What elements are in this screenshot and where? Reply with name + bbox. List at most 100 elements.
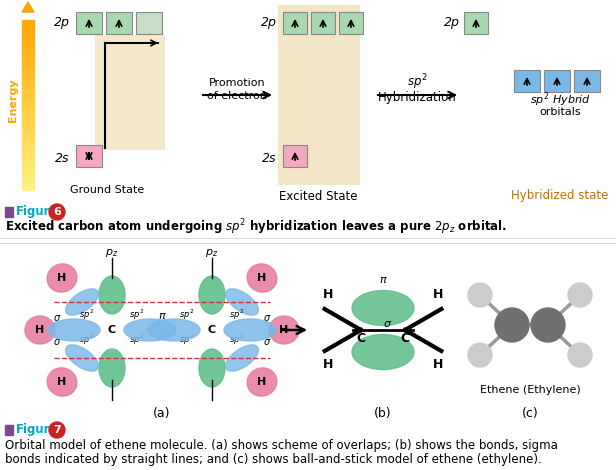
Circle shape [495, 308, 529, 342]
Text: Ethene (Ethylene): Ethene (Ethylene) [480, 385, 580, 395]
Text: C: C [208, 325, 216, 335]
Text: $sp^2$: $sp^2$ [179, 308, 195, 322]
Ellipse shape [47, 368, 77, 396]
Text: H: H [57, 377, 67, 387]
Text: Figure: Figure [16, 205, 59, 219]
Text: (c): (c) [522, 407, 538, 420]
Text: 2$s$: 2$s$ [261, 151, 277, 164]
Ellipse shape [199, 349, 225, 387]
Text: H: H [35, 325, 44, 335]
Text: 2$p$: 2$p$ [443, 15, 460, 31]
Polygon shape [22, 2, 34, 12]
Text: Energy: Energy [8, 78, 18, 122]
Text: $sp^2$: $sp^2$ [129, 308, 145, 322]
Text: H: H [257, 273, 267, 283]
Text: orbitals: orbitals [539, 107, 581, 117]
Ellipse shape [48, 319, 100, 341]
Text: $\sigma$: $\sigma$ [53, 337, 61, 347]
FancyBboxPatch shape [283, 12, 307, 34]
Text: bonds indicated by straight lines; and (c) shows ball-and-stick model of ethene : bonds indicated by straight lines; and (… [5, 453, 541, 465]
Text: $\pi$: $\pi$ [379, 275, 387, 285]
FancyBboxPatch shape [76, 145, 102, 167]
Text: $sp^2$ Hybrid: $sp^2$ Hybrid [530, 91, 591, 110]
Text: $\pi$: $\pi$ [158, 311, 166, 321]
Text: $sp^2$: $sp^2$ [179, 333, 195, 347]
Text: of electron: of electron [207, 91, 267, 101]
Text: 2$p$: 2$p$ [260, 15, 277, 31]
Ellipse shape [47, 264, 77, 292]
Circle shape [49, 422, 65, 438]
Text: $\sigma$: $\sigma$ [263, 337, 271, 347]
Text: $sp^2$: $sp^2$ [229, 308, 245, 322]
Text: Excited carbon atom undergoing $sp^2$ hybridization leaves a pure $2p_z$ orbital: Excited carbon atom undergoing $sp^2$ hy… [5, 217, 507, 237]
Circle shape [49, 204, 65, 220]
Ellipse shape [352, 335, 414, 369]
FancyBboxPatch shape [514, 70, 540, 92]
FancyBboxPatch shape [574, 70, 600, 92]
Text: (b): (b) [374, 407, 392, 420]
Ellipse shape [269, 316, 299, 344]
Ellipse shape [224, 319, 276, 341]
Ellipse shape [99, 349, 125, 387]
Ellipse shape [225, 345, 258, 371]
Text: H: H [257, 377, 267, 387]
FancyBboxPatch shape [76, 12, 102, 34]
Ellipse shape [148, 319, 200, 341]
Text: H: H [323, 359, 333, 371]
Text: Hybridization: Hybridization [378, 91, 456, 103]
Text: Ground State: Ground State [70, 185, 144, 195]
Text: Hybridized state: Hybridized state [511, 189, 609, 203]
Text: C: C [108, 325, 116, 335]
Text: $sp^2$: $sp^2$ [129, 333, 145, 347]
Text: H: H [433, 289, 443, 301]
Circle shape [468, 343, 492, 367]
FancyBboxPatch shape [278, 5, 360, 185]
Text: 7: 7 [53, 425, 61, 435]
Circle shape [568, 343, 592, 367]
Text: $\sigma$: $\sigma$ [53, 313, 61, 323]
Text: $p_z$: $p_z$ [205, 247, 219, 259]
Text: Figure: Figure [16, 423, 59, 437]
Ellipse shape [225, 289, 258, 315]
FancyBboxPatch shape [339, 12, 363, 34]
Text: $sp^2$: $sp^2$ [407, 72, 428, 92]
FancyBboxPatch shape [544, 70, 570, 92]
FancyBboxPatch shape [283, 145, 307, 167]
Text: $sp^2$: $sp^2$ [79, 308, 95, 322]
Text: H: H [57, 273, 67, 283]
Text: H: H [433, 359, 443, 371]
Text: $\sigma$: $\sigma$ [157, 327, 167, 337]
Circle shape [568, 283, 592, 307]
Ellipse shape [199, 276, 225, 314]
FancyBboxPatch shape [311, 12, 335, 34]
Text: 6: 6 [53, 207, 61, 217]
Text: $sp^2$: $sp^2$ [229, 333, 245, 347]
Text: H: H [323, 289, 333, 301]
Text: Excited State: Excited State [279, 189, 357, 203]
Text: H: H [280, 325, 289, 335]
Text: C: C [357, 331, 365, 345]
Text: $p_z$: $p_z$ [105, 247, 119, 259]
FancyBboxPatch shape [95, 35, 165, 150]
Ellipse shape [25, 316, 55, 344]
Text: (a): (a) [153, 407, 171, 420]
FancyBboxPatch shape [136, 12, 162, 34]
Text: C: C [400, 331, 410, 345]
Circle shape [468, 283, 492, 307]
Ellipse shape [65, 345, 99, 371]
Bar [5, 207, 13, 217]
Text: $sp^2$: $sp^2$ [79, 333, 95, 347]
Text: Orbital model of ethene molecule. (a) shows scheme of overlaps; (b) shows the bo: Orbital model of ethene molecule. (a) sh… [5, 439, 558, 453]
Ellipse shape [65, 289, 99, 315]
FancyBboxPatch shape [106, 12, 132, 34]
Ellipse shape [247, 264, 277, 292]
Text: $\sigma$: $\sigma$ [383, 319, 392, 329]
Text: Promotion: Promotion [209, 78, 265, 88]
Text: 2$p$: 2$p$ [53, 15, 70, 31]
FancyBboxPatch shape [464, 12, 488, 34]
Ellipse shape [124, 319, 176, 341]
Ellipse shape [247, 368, 277, 396]
Circle shape [531, 308, 565, 342]
Text: $\sigma$: $\sigma$ [263, 313, 271, 323]
Ellipse shape [352, 290, 414, 326]
